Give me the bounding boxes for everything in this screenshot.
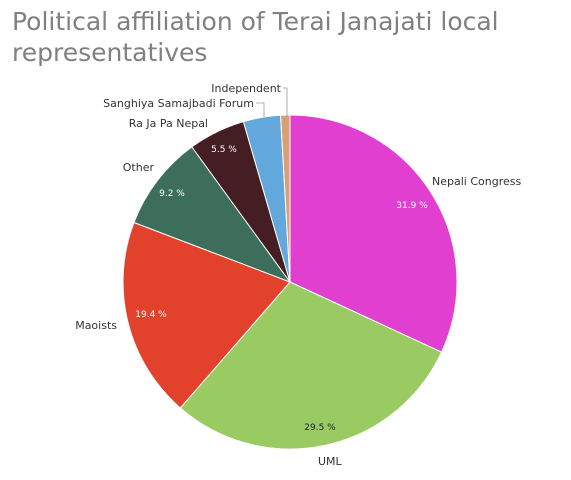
- slice-label-maoists: Maoists: [75, 319, 117, 332]
- value-label-ra-ja-pa-nepal: 5.5 %: [211, 145, 237, 155]
- slice-label-nepali-congress: Nepali Congress: [432, 175, 521, 188]
- pie-slice-uml: [179, 281, 443, 450]
- slice-label-other: Other: [123, 161, 155, 174]
- value-label-nepali-congress: 31.9 %: [396, 201, 428, 211]
- leader-line-sanghiya-samajbadi-forum: [256, 102, 265, 117]
- value-label-other: 9.2 %: [159, 189, 185, 199]
- leader-line-independent: [283, 87, 288, 117]
- slice-label-independent: Independent: [211, 82, 281, 95]
- pie-slice-other: [133, 146, 292, 284]
- chart-title: Political affiliation of Terai Janajati …: [12, 7, 499, 67]
- slice-label-sanghiya-samajbadi-forum: Sanghiya Samajbadi Forum: [103, 97, 254, 110]
- value-label-uml: 29.5 %: [304, 423, 336, 433]
- pie-slice-independent: [280, 114, 291, 283]
- pie-slice-maoists: [122, 221, 291, 409]
- value-label-maoists: 19.4 %: [135, 310, 167, 320]
- pie-slice-nepali-congress: [289, 114, 458, 353]
- slice-label-uml: UML: [318, 455, 343, 468]
- slice-label-ra-ja-pa-nepal: Ra Ja Pa Nepal: [129, 117, 208, 130]
